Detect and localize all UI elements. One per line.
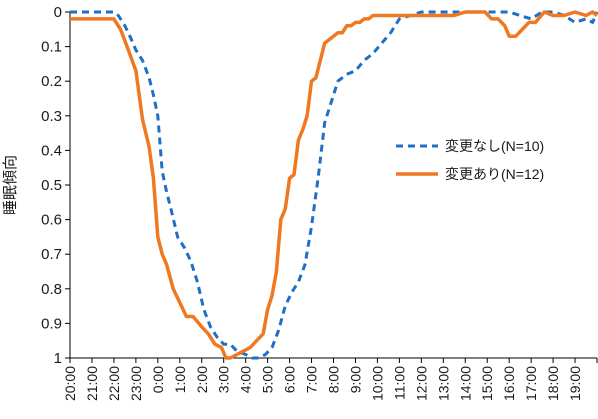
x-tick-label: 11:00: [391, 366, 407, 400]
x-tick-label: 20:00: [62, 366, 78, 401]
y-tick-label: 0.7: [41, 246, 62, 263]
y-tick-label: 0.4: [41, 142, 62, 159]
x-tick-label: 15:00: [479, 366, 495, 401]
y-tick-label: 0.9: [41, 315, 62, 332]
y-tick-label: 0.6: [41, 212, 62, 229]
legend: 変更なし(N=10) 変更あり(N=12): [396, 138, 544, 182]
x-tick-label: 22:00: [106, 366, 122, 401]
x-axis: 20:00 21:00 22:00 23:00 0:00 1:00 2:00 3:00 4:00…: [62, 357, 598, 401]
y-tick-label: 0.5: [41, 177, 62, 194]
x-tick-label: 21:00: [84, 366, 100, 401]
x-tick-label: 12:00: [413, 366, 429, 401]
x-tick-label: 14:00: [457, 366, 473, 401]
x-tick-label: 9:00: [347, 366, 363, 393]
x-tick-label: 4:00: [238, 366, 254, 393]
series-line-2: [70, 10, 598, 360]
y-axis: 0 0.1 0.2 0.3 0.4 0.5 0.6 0.7 0.8 0.9 1: [41, 4, 71, 367]
y-tick-label: 0: [54, 4, 62, 21]
x-tick-label: 17:00: [523, 366, 539, 401]
y-tick-label: 1: [54, 350, 62, 367]
y-tick-label: 0.8: [41, 281, 62, 298]
y-axis-label: 睡眠傾向: [2, 155, 19, 215]
x-tick-label: 23:00: [128, 366, 144, 401]
x-tick-label: 13:00: [435, 366, 451, 401]
series-lines: [70, 10, 598, 360]
legend-label-2: 変更あり(N=12): [445, 166, 544, 182]
x-tick-label: 18:00: [545, 366, 561, 401]
x-tick-label: 6:00: [282, 366, 298, 393]
x-tick-label: 10:00: [369, 366, 385, 401]
series-line-1: [70, 10, 598, 360]
y-tick-label: 0.2: [41, 73, 62, 90]
x-tick-label: 8:00: [326, 366, 342, 393]
y-tick-label: 0.3: [41, 108, 62, 125]
x-tick-label: 5:00: [260, 366, 276, 393]
x-tick-label: 19:00: [567, 366, 583, 401]
x-tick-label: 16:00: [501, 366, 517, 401]
x-tick-label: 2:00: [194, 366, 210, 393]
legend-label-1: 変更なし(N=10): [445, 138, 544, 154]
x-tick-label: 1:00: [172, 366, 188, 393]
y-tick-label: 0.1: [41, 39, 62, 56]
x-tick-label: 7:00: [304, 366, 320, 393]
x-tick-label: 3:00: [216, 366, 232, 393]
x-tick-label: 0:00: [150, 366, 166, 393]
